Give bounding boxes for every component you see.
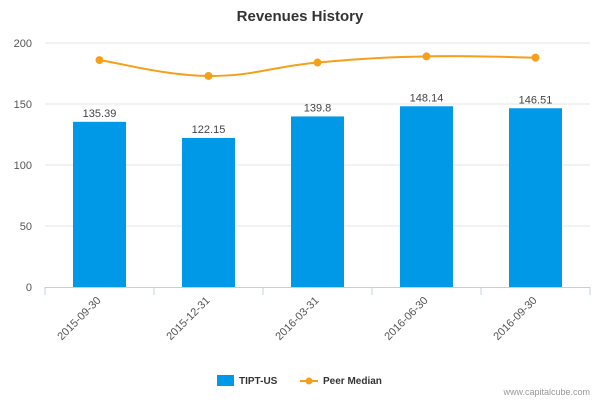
bar-value-label: 135.39: [83, 108, 117, 120]
bar[interactable]: [400, 106, 453, 288]
peer-median-point[interactable]: [95, 56, 104, 65]
peer-median-point[interactable]: [531, 53, 540, 62]
bar-series: [73, 106, 562, 288]
peer-median-series: [95, 52, 540, 80]
bar-value-label: 148.14: [410, 92, 444, 104]
bar-value-label: 122.15: [192, 124, 226, 136]
x-tick-label: 2015-09-30: [55, 295, 103, 343]
y-tick-label: 150: [14, 99, 32, 111]
chart-title: Revenues History: [237, 8, 364, 25]
y-tick-label: 50: [20, 221, 32, 233]
legend-item-tipt[interactable]: TIPT-US: [217, 375, 278, 387]
peer-median-point[interactable]: [422, 52, 431, 61]
y-tick-label: 200: [14, 38, 32, 50]
bar[interactable]: [509, 108, 562, 287]
legend: TIPT-US Peer Median: [217, 375, 382, 387]
bar[interactable]: [291, 116, 344, 287]
legend-label-tipt: TIPT-US: [239, 376, 278, 387]
y-tick-label: 100: [14, 160, 32, 172]
legend-marker-peer: [305, 377, 313, 385]
peer-median-point[interactable]: [204, 71, 213, 80]
credit-text: www.capitalcube.com: [502, 387, 590, 397]
x-tick-label: 2016-09-30: [491, 295, 539, 343]
peer-median-point[interactable]: [313, 58, 322, 67]
x-tick-label: 2015-12-31: [164, 295, 212, 343]
x-tick-label: 2016-03-31: [273, 295, 321, 343]
bar[interactable]: [182, 137, 235, 287]
x-axis: 2015-09-30 2015-12-31 2016-03-31 2016-06-30…: [44, 287, 591, 343]
legend-label-peer: Peer Median: [323, 376, 382, 387]
bar-value-label: 139.8: [304, 102, 332, 114]
bar-value-label: 146.51: [519, 94, 553, 106]
x-tick-label: 2016-06-30: [382, 295, 430, 343]
y-tick-label: 0: [26, 282, 32, 294]
legend-item-peer-median[interactable]: Peer Median: [300, 376, 382, 387]
bar[interactable]: [73, 121, 126, 287]
y-axis: 0 50 100 150 200: [14, 38, 32, 294]
legend-swatch-tipt: [217, 375, 234, 386]
bar-data-labels: 135.39 122.15 139.8 148.14 146.51: [83, 92, 553, 136]
